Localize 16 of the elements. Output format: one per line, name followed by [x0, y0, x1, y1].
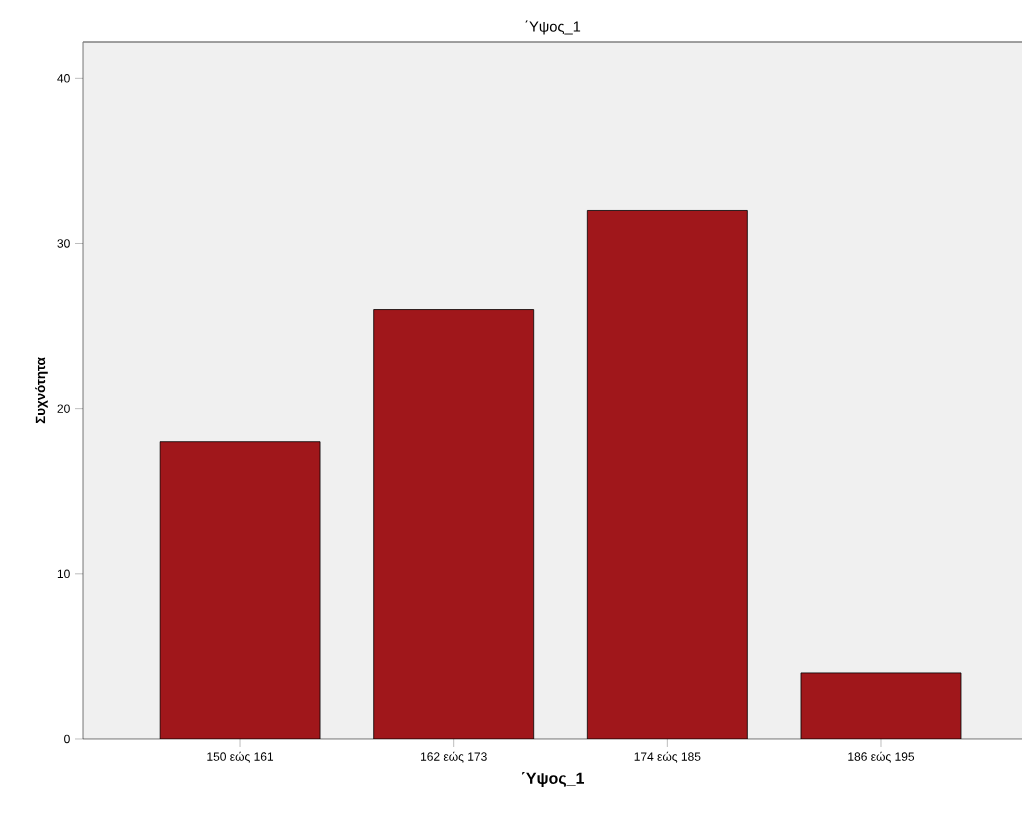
x-tick-label: 150 εώς 161: [207, 751, 274, 763]
x-tick-label: 174 εώς 185: [634, 751, 701, 763]
y-tick-label: 0: [64, 734, 70, 744]
x-tick-label: 162 εώς 173: [421, 751, 487, 763]
bar: [159, 441, 321, 739]
x-axis-title: ΄Υψος_1: [521, 771, 585, 788]
bar: [800, 672, 962, 739]
chart-title: ΄Υψος_1: [525, 20, 581, 35]
y-tick-label: 40: [57, 74, 70, 83]
bar: [373, 309, 535, 739]
y-axis-title: Συχνότητα: [35, 357, 48, 424]
y-tick-label: 10: [57, 569, 70, 579]
y-tick-label: 20: [57, 404, 70, 413]
bar: [586, 210, 748, 739]
x-tick-label: 186 εώς 195: [848, 751, 915, 763]
y-tick-label: 30: [57, 239, 70, 248]
